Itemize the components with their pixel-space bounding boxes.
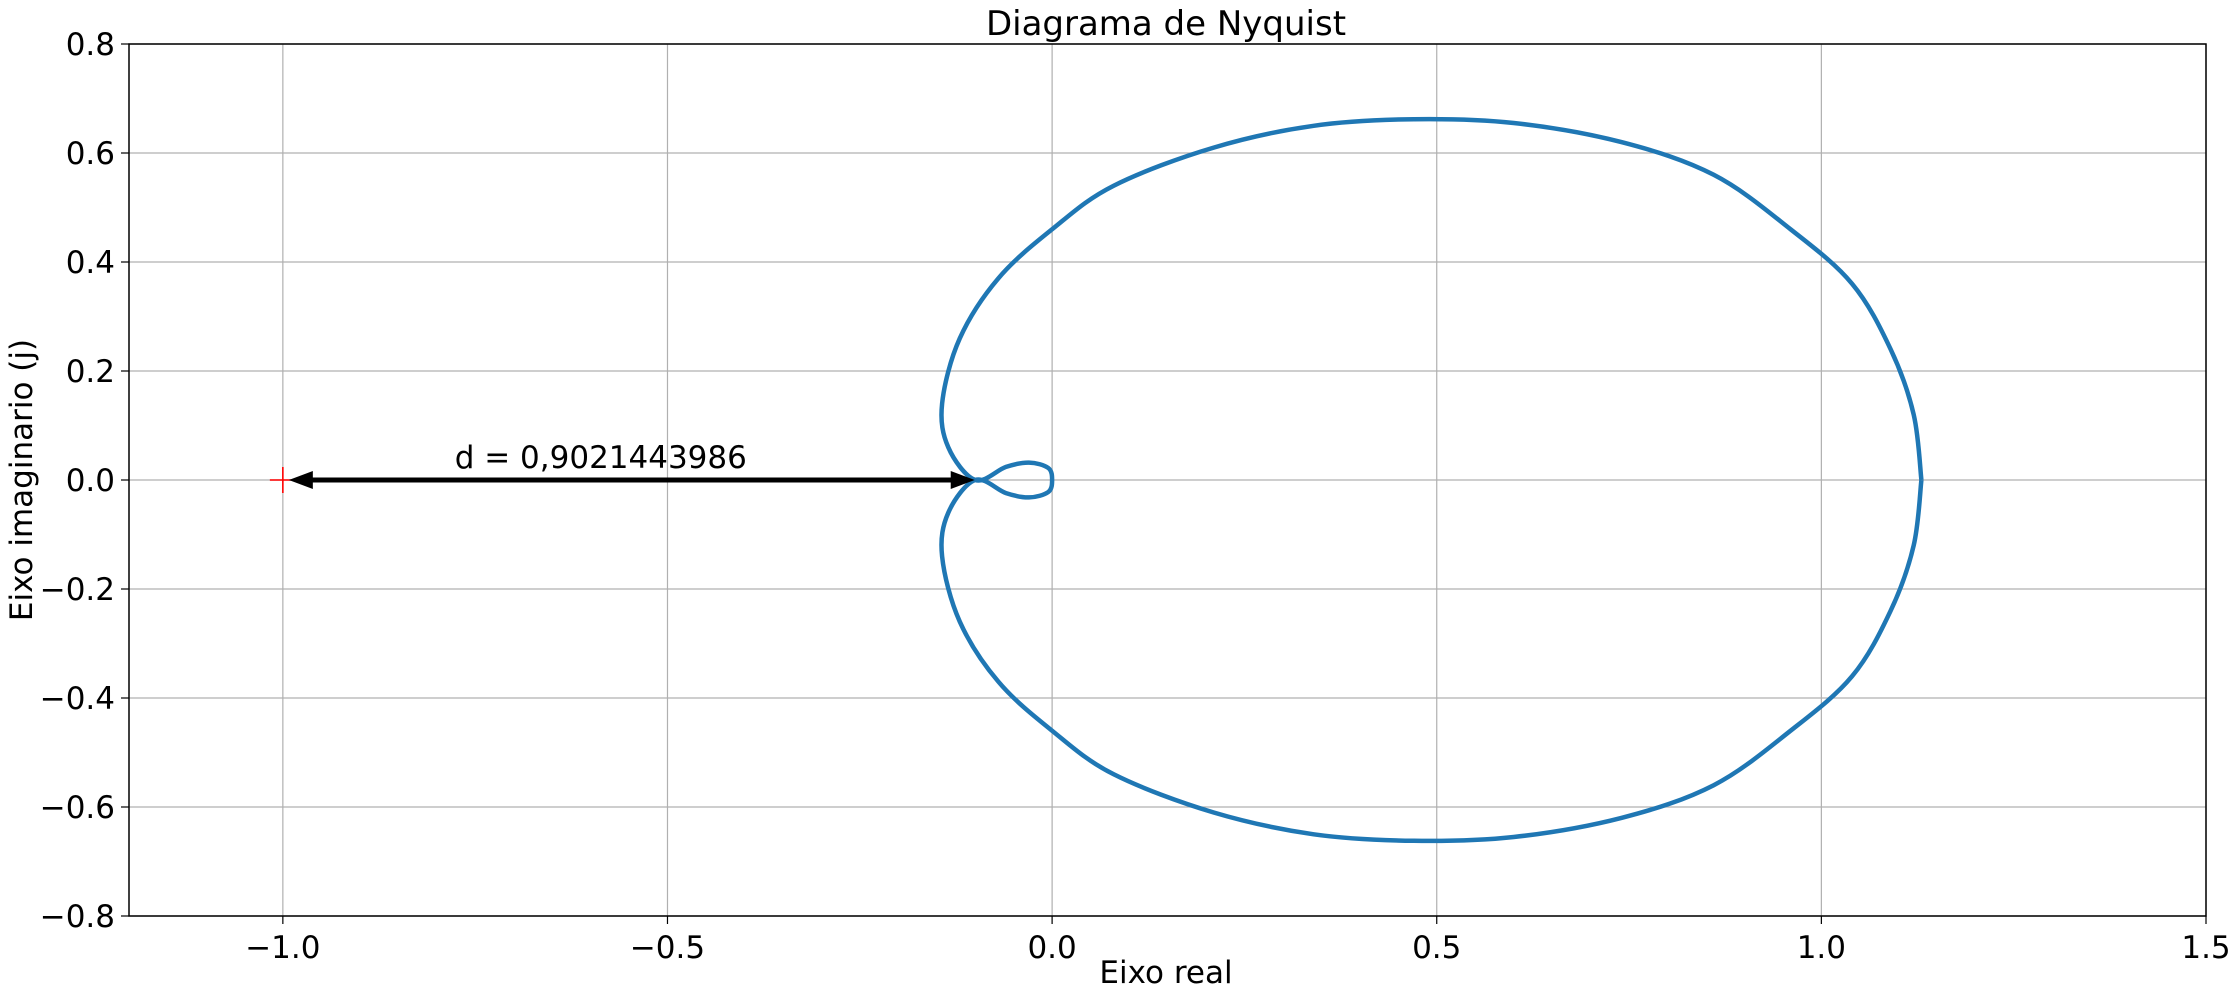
y-tick-label: −0.8: [40, 899, 115, 935]
y-tick-label: 0.6: [66, 136, 115, 172]
x-tick-label: 0.0: [1027, 930, 1076, 966]
curve-layer: [939, 116, 1924, 844]
x-tick-label: 1.5: [2181, 930, 2229, 966]
y-tick-label: −0.4: [40, 681, 115, 717]
distance-arrow-head-right: [950, 471, 975, 489]
y-tick-label: 0.2: [66, 354, 115, 390]
y-tick-label: −0.2: [40, 572, 115, 608]
distance-annotation-label: d = 0,9021443986: [455, 440, 747, 476]
y-tick-label: 0.4: [66, 245, 115, 281]
distance-arrow-head-left: [288, 471, 313, 489]
x-axis-ticks: −1.0 −0.5 0.0 0.5 1.0 1.5: [245, 916, 2229, 966]
y-tick-label: 0.8: [66, 27, 115, 63]
y-tick-label: 0.0: [66, 463, 115, 499]
y-axis-ticks: −0.8 −0.6 −0.4 −0.2 0.0 0.2 0.4 0.6 0.8: [40, 27, 129, 935]
y-axis-label: Eixo imaginario (j): [4, 339, 40, 621]
x-tick-label: 0.5: [1412, 930, 1461, 966]
x-tick-label: 1.0: [1797, 930, 1846, 966]
x-tick-label: −0.5: [630, 930, 705, 966]
nyquist-curve: [939, 116, 1924, 844]
x-tick-label: −1.0: [245, 930, 320, 966]
chart-title: Diagrama de Nyquist: [986, 4, 1346, 44]
y-tick-label: −0.6: [40, 790, 115, 826]
x-axis-label: Eixo real: [1099, 955, 1232, 991]
annotation-layer: d = 0,9021443986: [269, 440, 975, 493]
